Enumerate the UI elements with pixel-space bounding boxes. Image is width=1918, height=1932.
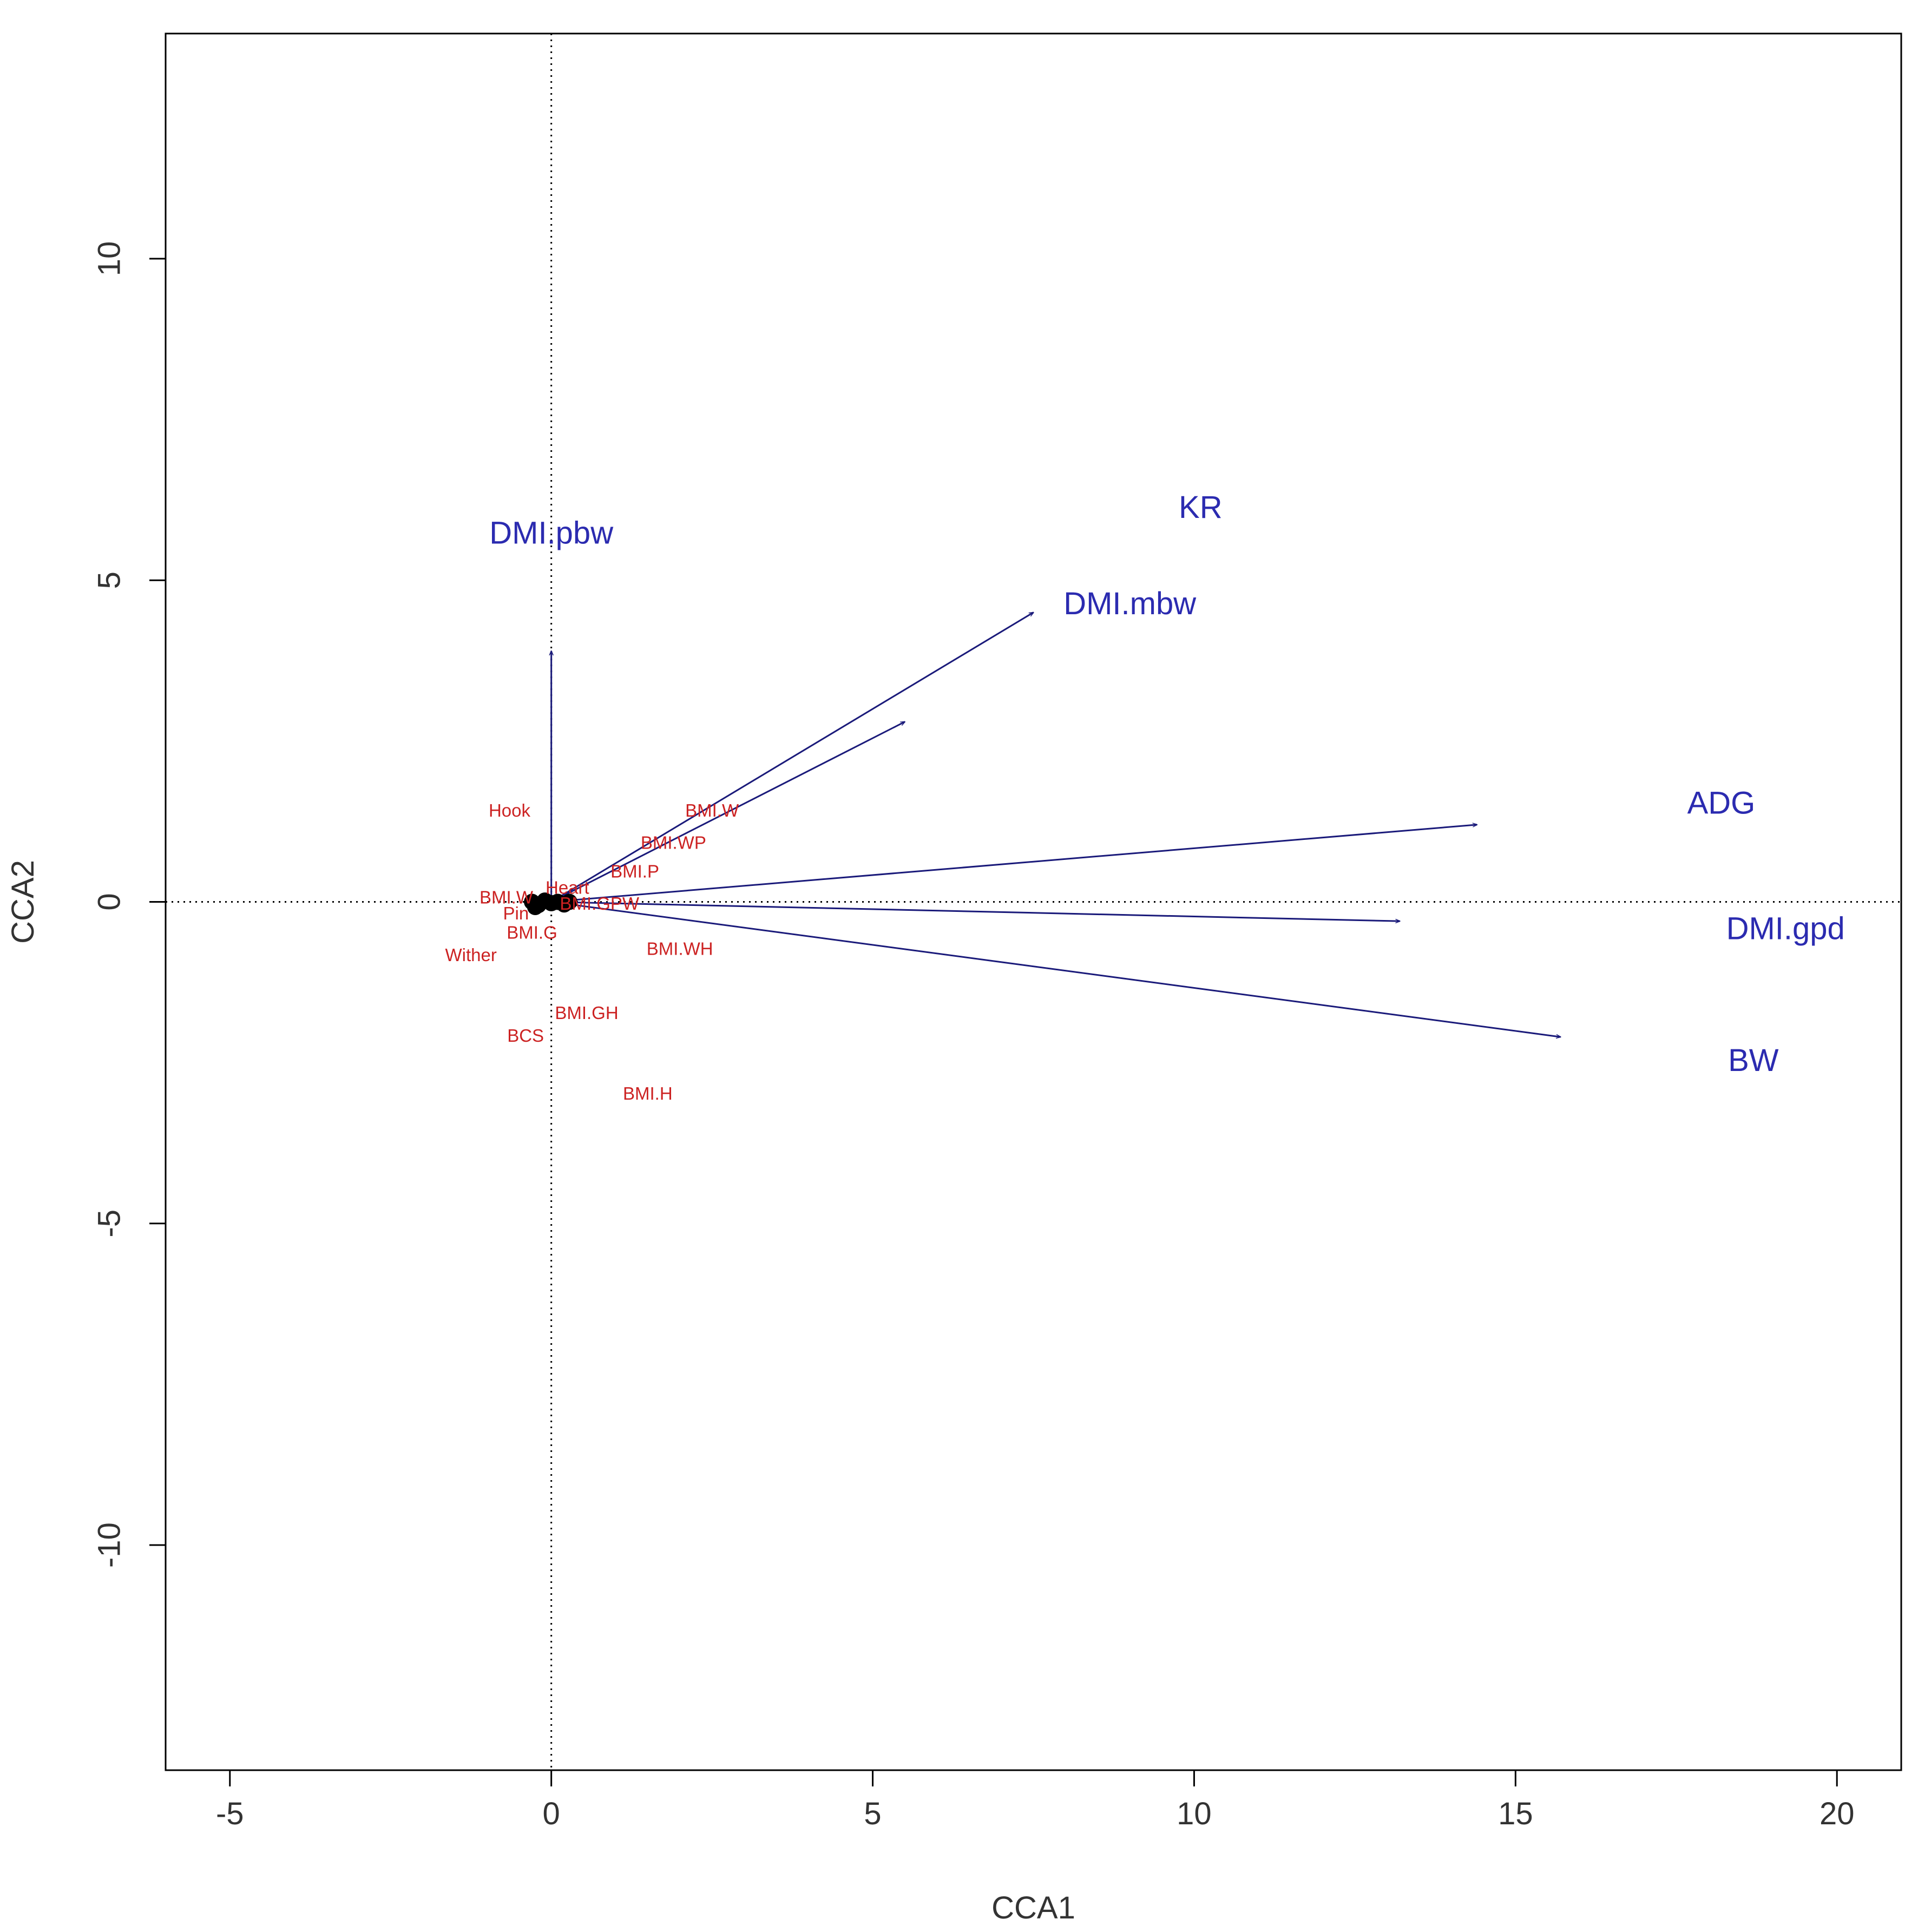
variable-label: DMI.mbw xyxy=(1063,586,1197,621)
species-label: BMI.H xyxy=(623,1083,673,1103)
variable-label: DMI.gpd xyxy=(1726,911,1845,946)
variable-label: DMI.pbw xyxy=(489,515,614,550)
species-label: BMI.GPW xyxy=(560,893,640,914)
species-label: BMI.WP xyxy=(641,832,706,852)
arrow-dmi-mbw xyxy=(550,613,1034,903)
variable-label: ADG xyxy=(1687,786,1756,821)
species-label: Wither xyxy=(445,945,497,965)
species-label: BMI.W xyxy=(685,800,739,820)
species-label: BMI.P xyxy=(610,862,659,882)
plot-frame xyxy=(165,32,1902,1771)
x-tick-label: 5 xyxy=(864,1796,881,1831)
species-label: BMI.W xyxy=(480,887,534,907)
species-label: Hook xyxy=(489,800,531,820)
species-label: BMI.G xyxy=(507,923,557,943)
variable-label: KR xyxy=(1179,490,1223,525)
y-tick-label: -10 xyxy=(91,1522,127,1568)
x-tick-label: 10 xyxy=(1177,1796,1212,1831)
arrow-adg xyxy=(551,825,1477,903)
arrow-bw xyxy=(551,901,1561,1037)
species-label: BCS xyxy=(507,1026,544,1046)
variable-label: BW xyxy=(1728,1043,1779,1078)
x-tick-label: 20 xyxy=(1820,1796,1855,1831)
species-label: Pin xyxy=(503,903,529,923)
x-tick-label: -5 xyxy=(216,1796,244,1831)
x-axis-title: CCA1 xyxy=(991,1890,1075,1926)
y-tick-label: -5 xyxy=(91,1210,127,1238)
x-tick-label: 15 xyxy=(1498,1796,1533,1831)
x-tick-label: 0 xyxy=(543,1796,560,1831)
y-tick-label: 5 xyxy=(91,571,127,589)
arrow-kr xyxy=(550,721,905,903)
species-label: BMI.WH xyxy=(647,938,713,958)
data-point xyxy=(527,899,543,916)
species-label: Heart xyxy=(546,877,589,897)
y-tick-label: 0 xyxy=(91,893,127,910)
species-label: BMI.GH xyxy=(555,1003,618,1023)
arrow-dmi-gpd xyxy=(551,901,1400,922)
data-point xyxy=(561,893,577,910)
y-tick-label: 10 xyxy=(91,241,127,277)
y-axis-title: CCA2 xyxy=(5,860,41,944)
